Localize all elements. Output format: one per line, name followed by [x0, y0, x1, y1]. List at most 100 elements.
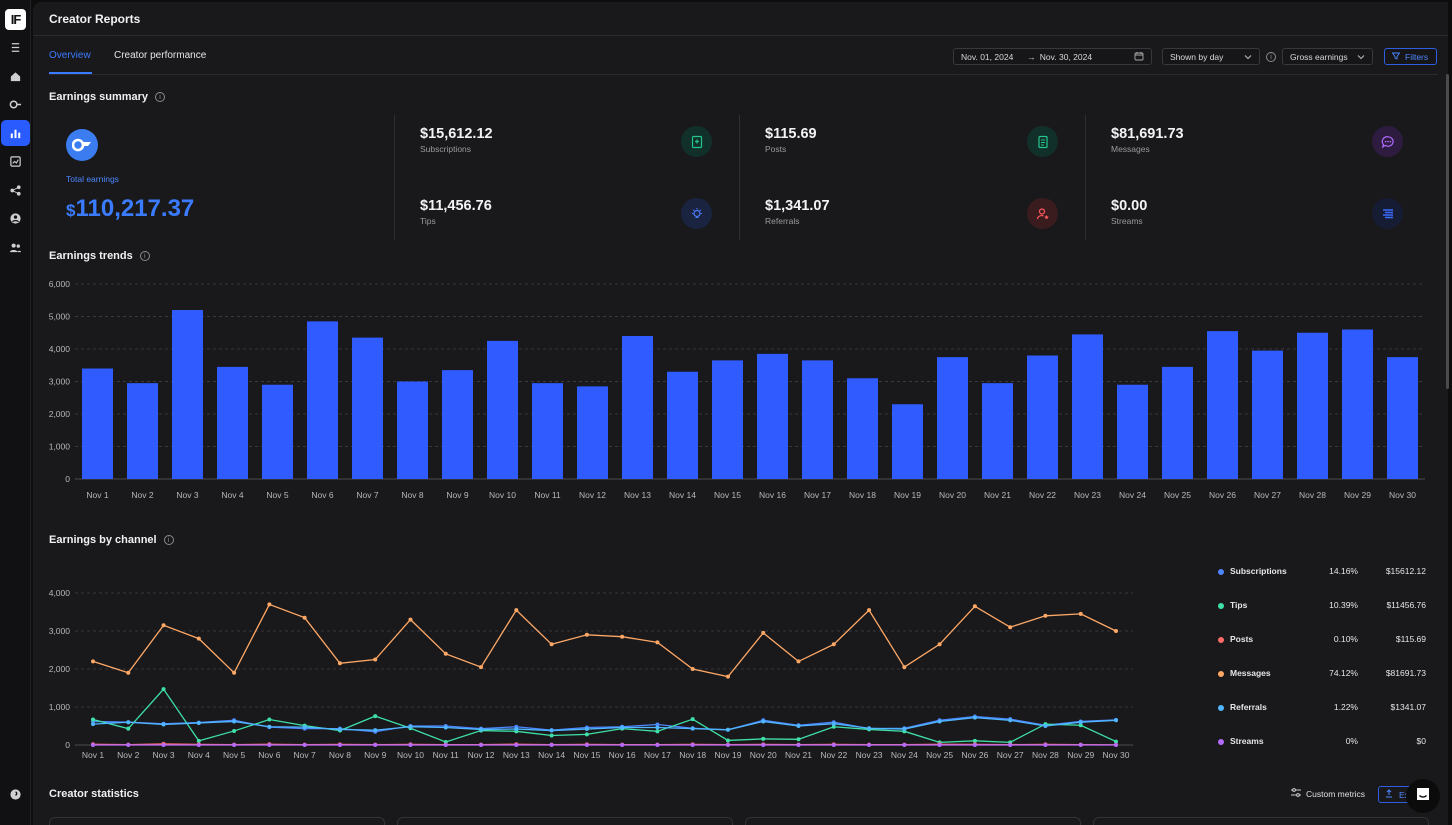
tab-creator-performance[interactable]: Creator performance — [114, 50, 207, 61]
data-point — [161, 722, 166, 727]
info-icon[interactable]: i — [1266, 52, 1276, 62]
x-tick-label: Nov 14 — [669, 490, 696, 500]
legend-item-tips[interactable]: Tips 10.39% $11456.76 — [1218, 600, 1448, 614]
x-tick-label: Nov 11 — [534, 490, 561, 500]
chat-support-button[interactable] — [1406, 779, 1440, 813]
y-tick-label: 4,000 — [49, 344, 71, 354]
legend-amount: $15612.12 — [1385, 566, 1426, 576]
info-icon[interactable]: i — [139, 251, 150, 261]
x-tick-label: Nov 12 — [468, 750, 495, 760]
granularity-select[interactable]: Shown by day — [1162, 48, 1260, 65]
legend-dot — [1218, 739, 1224, 745]
date-range-picker[interactable]: Nov. 01, 2024 → Nov. 30, 2024 — [953, 48, 1152, 65]
brand-logo-icon — [66, 129, 98, 161]
data-point — [337, 661, 342, 666]
x-tick-label: Nov 21 — [984, 490, 1011, 500]
legend-item-posts[interactable]: Posts 0.10% $115.69 — [1218, 634, 1448, 648]
data-point — [302, 743, 307, 747]
data-point — [302, 725, 307, 730]
bar — [847, 378, 878, 479]
x-tick-label: Nov 18 — [849, 490, 876, 500]
sidebar: IF — [0, 0, 31, 825]
page-title: Creator Reports — [49, 12, 141, 26]
earnings-trends-title: Earnings trends i — [49, 250, 150, 262]
legend-item-messages[interactable]: Messages 74.12% $81691.73 — [1218, 668, 1448, 682]
metric-select[interactable]: Gross earnings — [1282, 48, 1373, 65]
tab-divider — [49, 74, 1438, 75]
bar — [352, 337, 383, 479]
share-icon[interactable] — [0, 177, 31, 203]
bar — [802, 360, 833, 479]
filters-button[interactable]: Filters — [1384, 48, 1437, 65]
total-earnings-label: Total earnings — [66, 174, 119, 184]
custom-metrics-button[interactable]: Custom metrics — [1291, 788, 1365, 799]
data-point — [690, 743, 695, 747]
data-point — [373, 657, 378, 662]
bar — [757, 353, 788, 479]
link-icon[interactable] — [0, 91, 31, 117]
data-point — [196, 743, 201, 747]
x-tick-label: Nov 7 — [356, 490, 378, 500]
legend-name: Tips — [1230, 600, 1248, 610]
scrollbar[interactable] — [1446, 74, 1449, 389]
data-point — [161, 743, 166, 747]
data-point — [126, 670, 131, 675]
user-circle-icon[interactable] — [0, 205, 31, 231]
line-chart-icon[interactable] — [0, 148, 31, 174]
x-tick-label: Nov 2 — [131, 490, 153, 500]
y-tick-label: 2,000 — [49, 409, 71, 419]
info-icon[interactable]: i — [163, 535, 174, 545]
data-point — [831, 642, 836, 647]
y-tick-label: 6,000 — [49, 279, 71, 289]
document-icon — [1027, 126, 1058, 157]
data-point — [725, 674, 730, 679]
date-end: Nov. 30, 2024 — [1039, 51, 1093, 62]
bar — [442, 370, 473, 479]
data-point — [443, 651, 448, 656]
main-panel: Creator Reports Overview Creator perform… — [33, 2, 1449, 825]
x-tick-label: Nov 26 — [1209, 490, 1236, 500]
data-point — [584, 632, 589, 637]
legend-pct: 10.39% — [1329, 600, 1358, 610]
legend-item-streams[interactable]: Streams 0% $0 — [1218, 736, 1448, 750]
legend-dot — [1218, 671, 1224, 677]
tab-overview[interactable]: Overview — [49, 50, 92, 74]
legend-item-subscriptions[interactable]: Subscriptions 14.16% $15612.12 — [1218, 566, 1448, 580]
x-tick-label: Nov 16 — [759, 490, 786, 500]
x-tick-label: Nov 19 — [894, 490, 921, 500]
x-tick-label: Nov 20 — [750, 750, 777, 760]
legend-amount: $1341.07 — [1390, 702, 1426, 712]
data-point — [796, 743, 801, 747]
home-icon[interactable] — [0, 63, 31, 89]
data-point — [302, 615, 307, 620]
data-point — [584, 732, 589, 737]
users-icon[interactable] — [0, 234, 31, 260]
x-tick-label: Nov 29 — [1344, 490, 1371, 500]
x-tick-label: Nov 3 — [152, 750, 174, 760]
legend-item-referrals[interactable]: Referrals 1.22% $1341.07 — [1218, 702, 1448, 716]
data-point — [1043, 613, 1048, 618]
data-point — [655, 729, 660, 734]
metric-label: Referrals — [765, 216, 800, 226]
bar-chart-icon[interactable] — [1, 120, 30, 146]
earnings-by-channel-title: Earnings by channel i — [49, 534, 174, 546]
menu-icon[interactable] — [0, 34, 31, 60]
bar — [982, 383, 1013, 479]
data-point — [337, 743, 342, 747]
support-icon[interactable] — [0, 781, 31, 807]
x-tick-label: Nov 28 — [1032, 750, 1059, 760]
metric-value: Gross earnings — [1290, 51, 1348, 62]
x-tick-label: Nov 16 — [609, 750, 636, 760]
info-icon[interactable]: i — [155, 92, 166, 102]
data-point — [1078, 611, 1083, 616]
data-point — [514, 608, 519, 613]
chevron-down-icon — [1244, 52, 1252, 62]
total-earnings-value: $110,217.37 — [66, 195, 194, 223]
x-tick-label: Nov 27 — [997, 750, 1024, 760]
statistics-card — [1093, 817, 1429, 825]
app-logo[interactable]: IF — [5, 9, 26, 30]
series-line-referrals — [92, 716, 1117, 732]
data-point — [1114, 718, 1118, 723]
data-point — [584, 727, 589, 732]
data-point — [796, 737, 801, 742]
